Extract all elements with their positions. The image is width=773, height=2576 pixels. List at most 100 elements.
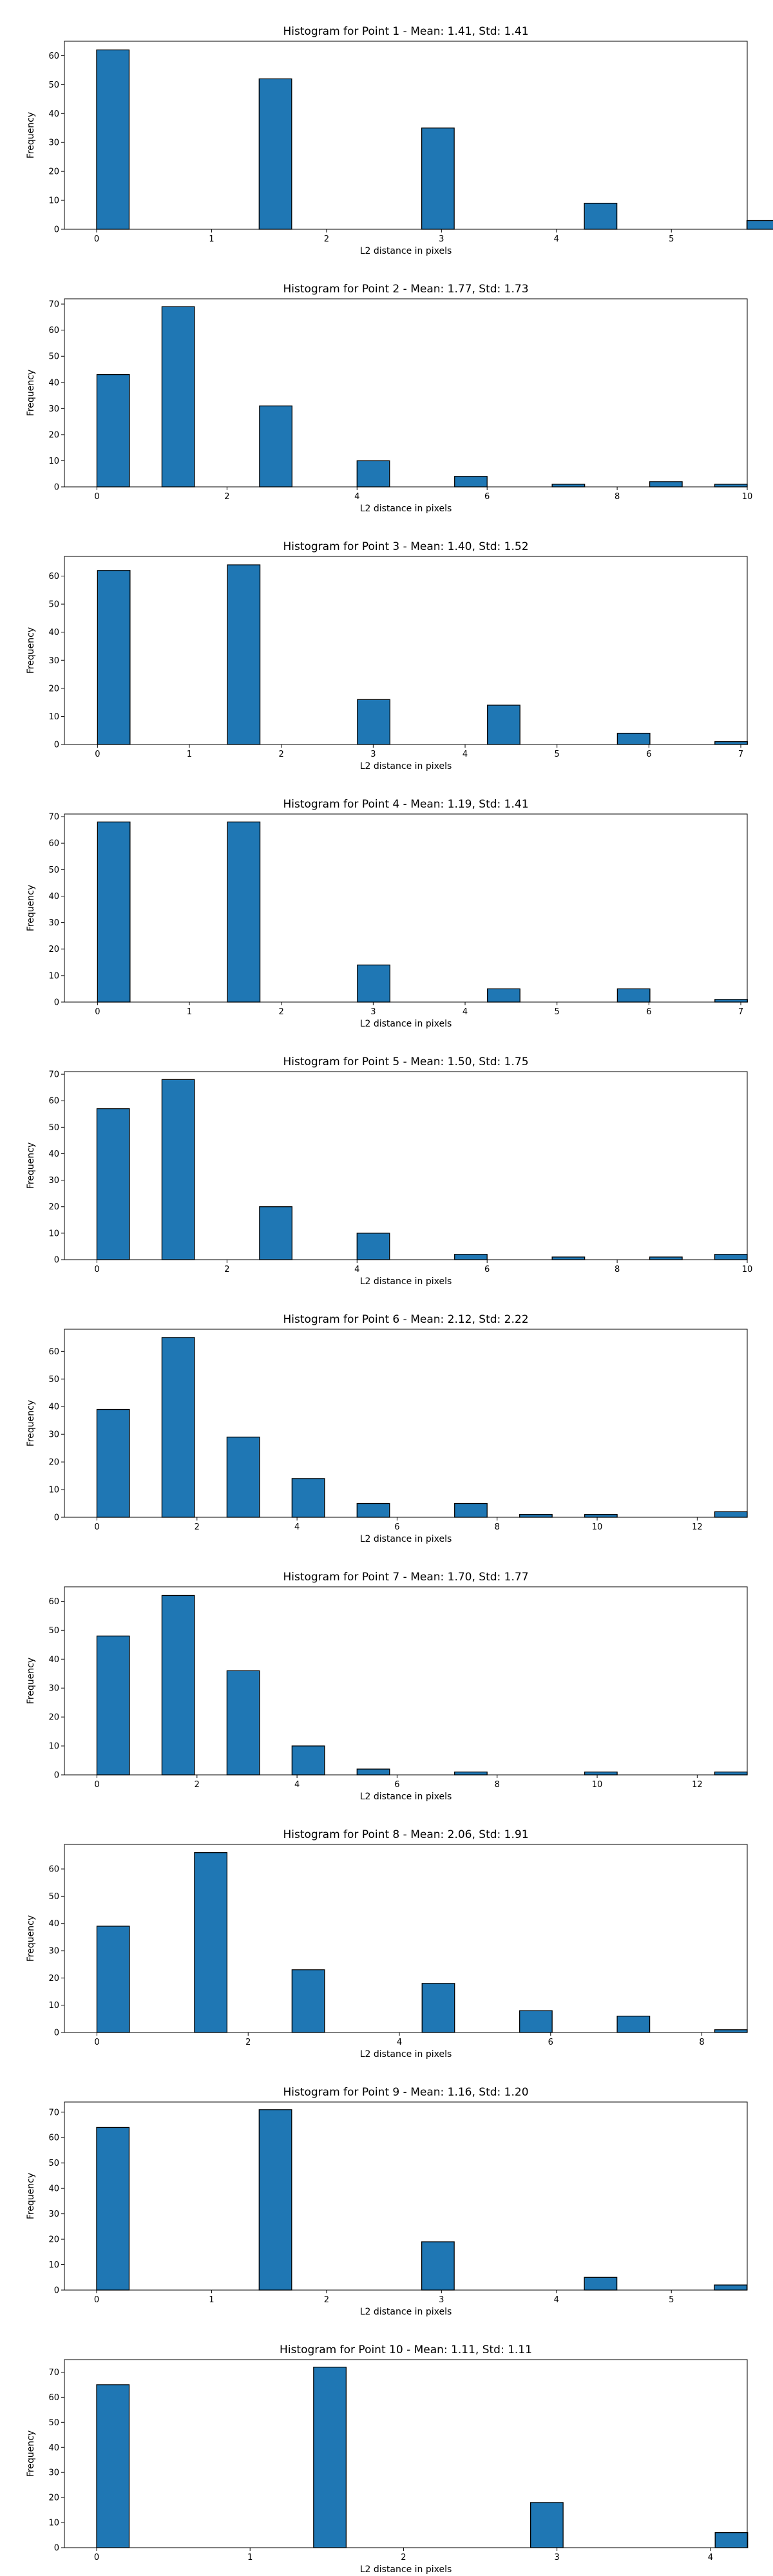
histogram-bar [313,2367,347,2548]
histogram-bar [714,999,748,1003]
histogram-bar [519,2010,553,2033]
histogram-bar [584,202,618,230]
histogram-svg: Histogram for Point 6 - Mean: 2.12, Std:… [26,1313,748,1544]
plot-frame [64,813,748,1003]
y-axis-label: Frequency [26,370,36,416]
histogram-bar [649,481,683,488]
y-tick-label: 40 [48,1655,59,1665]
y-axis-label: Frequency [26,112,36,158]
histogram-bar [616,732,651,745]
x-tick-label: 4 [463,1007,468,1017]
y-axis-label: Frequency [26,2173,36,2219]
plot-frame [64,1586,748,1776]
x-tick-label: 0 [94,2038,99,2047]
histogram-bar [551,484,586,488]
histogram-bar [356,1233,390,1260]
x-tick-label: 4 [708,2553,713,2562]
y-tick-label: 60 [48,1097,59,1106]
x-tick-label: 0 [94,1265,99,1274]
histogram-bar [356,1768,390,1776]
x-tick-label: 4 [294,1780,300,1790]
y-tick-label: 60 [48,2134,59,2143]
x-tick-label: 10 [592,1522,603,1532]
x-tick-label: 3 [439,2295,444,2305]
x-tick-label: 0 [95,750,100,759]
y-tick-label: 0 [54,1771,59,1781]
x-axis-label: L2 distance in pixels [360,1019,452,1029]
histogram-bar [227,821,261,1003]
x-tick-label: 2 [401,2553,406,2562]
y-tick-label: 40 [48,1919,59,1929]
histogram-bar [161,1595,195,1776]
y-tick-label: 10 [48,1742,59,1752]
histogram-bar [714,2284,748,2291]
y-tick-label: 60 [48,2393,59,2403]
y-tick-label: 50 [48,1892,59,1902]
y-tick-label: 20 [48,1713,59,1723]
y-tick-label: 60 [48,1347,59,1357]
x-tick-label: 4 [294,1522,300,1532]
histogram-svg: Histogram for Point 10 - Mean: 1.11, Std… [26,2344,749,2575]
y-tick-label: 50 [48,1123,59,1133]
y-tick-label: 0 [54,2544,59,2553]
y-axis-label: Frequency [26,1658,36,1704]
x-axis-label: L2 distance in pixels [360,1792,452,1802]
chart-title: Histogram for Point 7 - Mean: 1.70, Std:… [283,1571,528,1584]
x-tick-label: 0 [94,2295,99,2305]
plot-frame [64,41,748,230]
x-tick-label: 12 [692,1522,703,1532]
x-axis-label: L2 distance in pixels [360,2564,452,2575]
histogram-bar [649,1256,683,1260]
x-tick-label: 5 [555,1007,560,1017]
x-tick-label: 2 [195,1780,200,1790]
x-axis-label: L2 distance in pixels [360,246,452,256]
x-tick-label: 1 [187,1007,192,1017]
y-tick-label: 70 [48,300,59,310]
y-tick-label: 40 [48,2443,59,2453]
y-tick-label: 50 [48,2418,59,2428]
y-tick-label: 30 [48,1430,59,1440]
histogram-bar [96,1108,130,1260]
chart-title: Histogram for Point 5 - Mean: 1.50, Std:… [283,1056,528,1068]
y-tick-label: 70 [48,1070,59,1080]
y-tick-label: 20 [48,945,59,954]
x-tick-label: 5 [555,750,560,759]
histogram-bar [454,1502,488,1518]
y-tick-label: 60 [48,572,59,582]
histogram-svg: Histogram for Point 2 - Mean: 1.77, Std:… [26,283,752,514]
histogram-bar [746,220,773,230]
histogram-bar [530,2502,564,2548]
x-tick-label: 0 [94,1780,99,1790]
y-tick-label: 30 [48,656,59,666]
y-tick-label: 10 [48,2260,59,2270]
histogram-bar [584,1771,618,1776]
histogram-svg: Histogram for Point 4 - Mean: 1.19, Std:… [26,798,748,1029]
y-tick-label: 40 [48,628,59,638]
histogram-panel: Histogram for Point 10 - Mean: 1.11, Std… [0,2318,773,2576]
y-tick-label: 60 [48,1865,59,1875]
histogram-bar [291,1969,325,2033]
x-tick-label: 4 [554,234,559,244]
y-tick-label: 0 [54,225,59,235]
y-tick-label: 70 [48,2108,59,2117]
y-tick-label: 50 [48,1375,59,1385]
x-tick-label: 4 [554,2295,559,2305]
histogram-bar [291,1478,325,1518]
x-tick-label: 6 [548,2038,553,2047]
y-axis-label: Frequency [26,1142,36,1189]
y-tick-label: 0 [54,1513,59,1523]
x-tick-label: 2 [324,2295,329,2305]
y-tick-label: 0 [54,2029,59,2038]
x-tick-label: 6 [646,750,651,759]
plot-frame [64,2101,748,2291]
histogram-panel: Histogram for Point 4 - Mean: 1.19, Std:… [0,773,773,1030]
histogram-bar [454,1771,488,1776]
x-tick-label: 8 [615,492,620,502]
histogram-bar [487,988,520,1003]
y-tick-label: 50 [48,600,59,610]
x-tick-label: 5 [669,2295,674,2305]
y-tick-label: 50 [48,2159,59,2168]
y-tick-label: 40 [48,109,59,119]
chart-title: Histogram for Point 10 - Mean: 1.11, Std… [280,2344,532,2356]
